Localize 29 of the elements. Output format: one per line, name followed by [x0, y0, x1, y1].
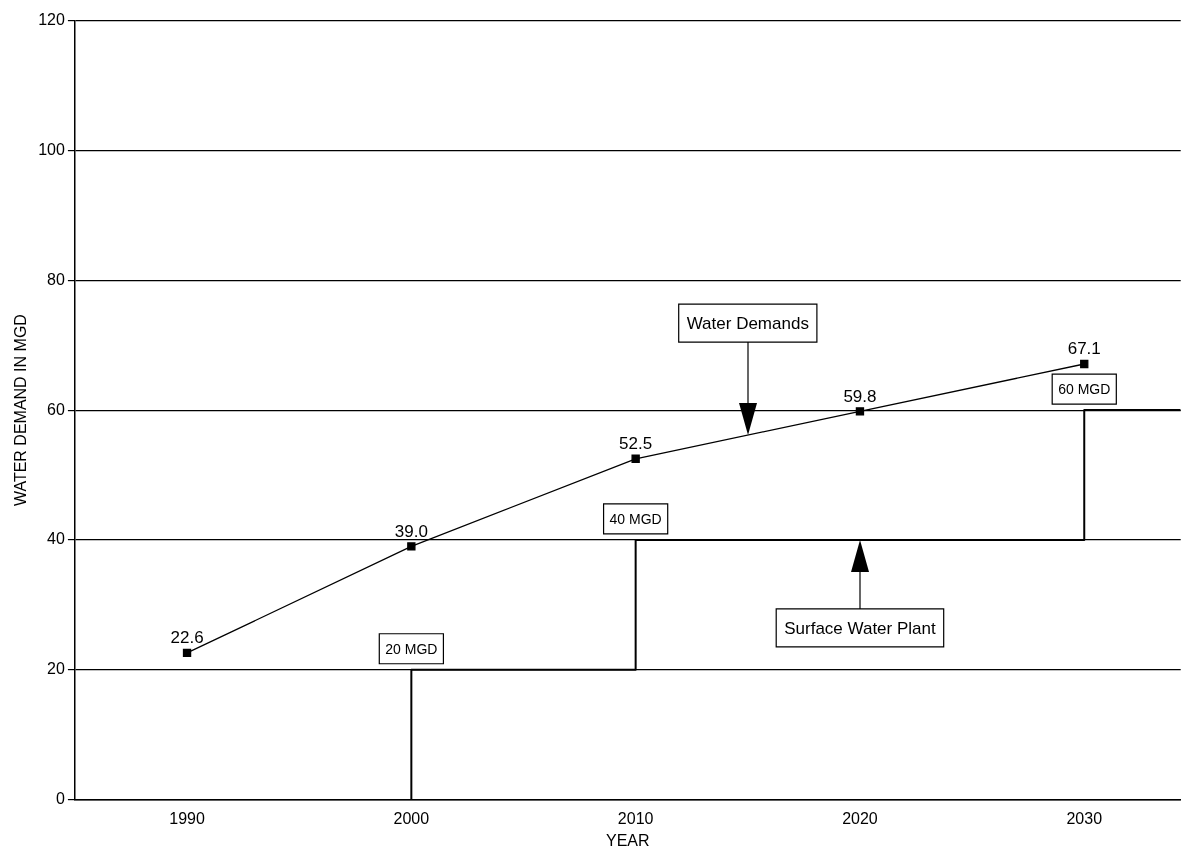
point — [631, 454, 640, 463]
annotation: 20 MGD — [385, 640, 438, 657]
data-label: 59.8 — [843, 386, 877, 406]
y-tick-label: 100 — [38, 140, 65, 158]
x-tick-label: 2010 — [617, 809, 654, 827]
x-tick-label: 1990 — [169, 809, 205, 827]
annotation: Surface Water Plant — [784, 618, 936, 638]
y-tick-label: 0 — [55, 790, 65, 808]
y-tick-label: 120 — [38, 11, 65, 29]
y-tick-label: 20 — [47, 660, 65, 678]
y-tick-label: 80 — [47, 270, 65, 288]
point — [1080, 359, 1089, 369]
annotation: 60 MGD — [1058, 380, 1111, 397]
data-label: 67.1 — [1067, 339, 1101, 359]
x-tick-label: 2030 — [1066, 809, 1103, 827]
y-axis-title: WATER DEMAND IN MGD — [12, 314, 30, 507]
data-label: 52.5 — [619, 433, 653, 453]
annotation: Water Demands — [686, 313, 809, 333]
point — [855, 407, 865, 416]
point — [407, 542, 416, 551]
x-axis-title: YEAR — [606, 831, 650, 849]
y-tick-label: 60 — [47, 400, 65, 418]
data-label: 39.0 — [394, 521, 428, 541]
y-tick-label: 40 — [47, 530, 65, 548]
point — [182, 648, 192, 658]
x-tick-label: 2020 — [842, 809, 878, 827]
data-label: 22.6 — [170, 628, 204, 648]
x-tick-label: 2000 — [393, 809, 430, 827]
annotation: 40 MGD — [609, 510, 662, 527]
